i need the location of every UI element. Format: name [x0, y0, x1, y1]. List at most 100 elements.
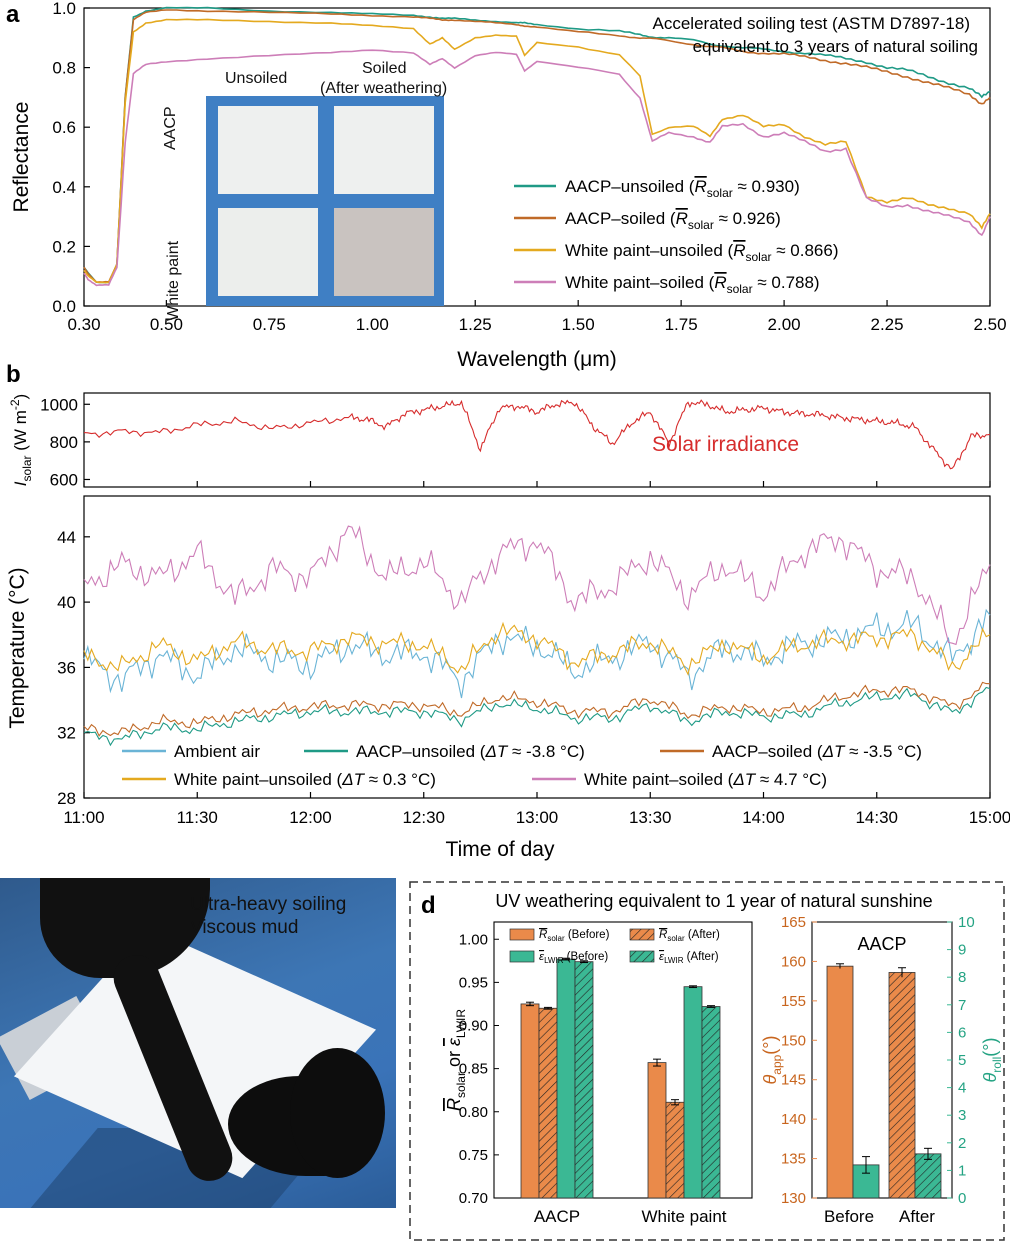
d-left-ytick-label: 0.70	[459, 1190, 488, 1207]
b-temp-xtick-label: 13:30	[629, 808, 672, 827]
panel-b-legend: Ambient air AACP–unsoiled (ΔT ≈ -3.8 °C) A…	[122, 742, 922, 789]
d-right-ytick-left-label: 135	[781, 1151, 806, 1168]
d-left-ytick-label: 0.85	[459, 1061, 488, 1078]
panel-a-annotation-line2: equivalent to 3 years of natural soiling	[693, 37, 978, 56]
d-right-bar-hatch	[915, 1153, 941, 1198]
b-temp-xtick-label: 11:30	[177, 808, 218, 827]
a-legend-entry: AACP–soiled (Rsolar ≈ 0.926)	[565, 209, 781, 232]
d-right-ytick-right-label: 2	[958, 1135, 966, 1152]
b-temp-xtick-label: 14:30	[855, 808, 898, 827]
inset-row-aacp: AACP	[162, 106, 179, 150]
a-ytick-label: 0.2	[52, 237, 76, 256]
b-irr-ylabel-text: Isolar (W m-2)	[8, 394, 34, 486]
b-temp-line	[83, 681, 991, 737]
b-legend-entry: Ambient air	[174, 742, 260, 761]
panel-a-axes-frame	[83, 7, 991, 307]
panel-d-dashed-box	[409, 881, 1005, 1241]
b-irr-ytick-label: 800	[50, 433, 78, 452]
d-left-legend-entry: εLWIR (Before)	[539, 951, 608, 965]
panel-d-right-label: AACP	[857, 934, 906, 954]
a-series-line	[83, 9, 991, 284]
panel-c-caption-line1: Ultra-heavy soiling	[190, 894, 347, 915]
panel-d-letter: d	[421, 892, 436, 919]
inset-col-after-weathering: (After weathering)	[320, 80, 448, 97]
d-right-ytick-left-label: 140	[781, 1111, 806, 1128]
a-ytick-label: 0.4	[52, 178, 76, 197]
d-left-bar	[647, 1062, 667, 1199]
b-legend-entry: AACP–unsoiled (ΔT ≈ -3.8 °C)	[356, 742, 585, 761]
panel-c-photo	[0, 878, 396, 1208]
inset-col-unsoiled: Unsoiled	[225, 70, 288, 87]
panel-b-letter: b	[6, 361, 21, 388]
d-right-ytick-right-label: 8	[958, 969, 966, 986]
panel-b-irr-frame	[83, 392, 991, 488]
panel-b-ticks: 600 800 1000 28 32 36 40 44 11:00 11:30 12:00 12:30…	[40, 395, 1010, 827]
panel-a-ylabel: Reflectance	[10, 102, 33, 213]
a-ytick-label: 0.8	[52, 59, 76, 78]
panel-a-legend: AACP–unsoiled (Rsolar ≈ 0.930) AACP–soile…	[514, 177, 839, 296]
d-right-ytick-right-label: 1	[958, 1162, 966, 1179]
d-left-ytick-label: 1.00	[459, 931, 488, 948]
b-temp-xtick-label: 12:00	[289, 808, 332, 827]
b-temp-line	[83, 686, 991, 747]
b-temp-xtick-label: 15:00	[969, 808, 1010, 827]
panel-d-right-chart: 130 135 140 145 150 155 160 165 0 1 2 3 4 5 6 7 8 9 10 Befo…	[760, 914, 1004, 1226]
b-legend-entry: White paint–soiled (ΔT ≈ 4.7 °C)	[584, 770, 827, 789]
d-left-xtick-label: AACP	[534, 1207, 580, 1226]
d-right-ytick-left-label: 155	[781, 993, 806, 1010]
b-temp-xtick-label: 11:00	[63, 808, 104, 827]
a-xtick-label: 1.75	[665, 315, 698, 334]
panel-b-ylabel: Temperature (°C)	[6, 567, 29, 728]
d-left-bar	[556, 958, 576, 1199]
a-xtick-label: 0.30	[67, 315, 100, 334]
sample-photo-grid	[206, 96, 444, 306]
d-right-bar-hatch	[889, 972, 915, 1198]
inset-col-soiled: Soiled	[362, 60, 407, 77]
d-left-bar	[683, 986, 703, 1199]
panel-c-caption: Ultra-heavy soiling Viscous mud	[190, 893, 346, 939]
b-temp-ytick-label: 40	[57, 593, 76, 612]
d-right-ytick-left-label: 165	[781, 914, 806, 931]
inset-row-white-paint: White paint	[165, 240, 182, 321]
panel-b-lines	[83, 399, 991, 747]
d-left-xtick-label: White paint	[641, 1207, 726, 1226]
d-right-ytick-right-label: 3	[958, 1107, 966, 1124]
b-irr-ytick-label: 1000	[40, 395, 78, 414]
d-left-bar-hatch	[539, 1008, 557, 1198]
d-right-ytick-left-label: 145	[781, 1072, 806, 1089]
aacp-soiled-sample	[334, 106, 434, 194]
b-irradiance-line	[83, 399, 991, 470]
a-xtick-label: 2.00	[768, 315, 801, 334]
a-legend-entry: White paint–unsoiled (Rsolar ≈ 0.866)	[565, 241, 839, 264]
solar-irradiance-label: Solar irradiance	[652, 433, 799, 456]
d-right-ytick-left-label: 130	[781, 1190, 806, 1207]
b-legend-entry: White paint–unsoiled (ΔT ≈ 0.3 °C)	[174, 770, 436, 789]
b-temp-xtick-label: 14:00	[742, 808, 785, 827]
d-right-ytick-right-label: 10	[958, 914, 975, 931]
d-left-ylabel: Rsolar or εLWIR	[444, 1009, 468, 1111]
panel-d-left-chart: 0.70 0.75 0.80 0.85 0.90 0.95 1.00 AACP White pa…	[444, 928, 727, 1226]
a-xtick-label: 1.50	[562, 315, 595, 334]
b-temp-ytick-label: 32	[57, 724, 76, 743]
a-xtick-label: 0.50	[150, 315, 183, 334]
d-right-ytick-right-label: 9	[958, 942, 966, 959]
a-xtick-label: 2.50	[973, 315, 1006, 334]
d-right-ytick-left-label: 150	[781, 1032, 806, 1049]
a-legend-entry: White paint–soiled (Rsolar ≈ 0.788)	[565, 273, 820, 296]
d-right-ylabel-left: θapp(°)	[760, 1036, 784, 1085]
panel-a-ticks: 0.30 0.50 0.75 1.00 1.25 1.50 1.75 2.00 2.25 2.50…	[52, 0, 1006, 334]
d-left-ytick-label: 0.90	[459, 1018, 488, 1035]
a-xtick-label: 0.75	[253, 315, 286, 334]
d-left-ytick-label: 0.80	[459, 1104, 488, 1121]
d-left-legend-entry: εLWIR (After)	[659, 951, 719, 965]
d-left-legend-entry: Rsolar (Before)	[539, 929, 610, 943]
panel-a-annotation-line1: Accelerated soiling test (ASTM D7897-18)	[653, 14, 970, 33]
a-series-line	[83, 6, 991, 284]
d-right-xtick-label: After	[899, 1207, 935, 1226]
paint-soiled-sample	[334, 208, 434, 296]
a-series-line	[83, 18, 991, 284]
d-left-bar-hatch	[575, 961, 593, 1198]
d-right-ytick-right-label: 6	[958, 1024, 966, 1041]
b-legend-entry: AACP–soiled (ΔT ≈ -3.5 °C)	[712, 742, 922, 761]
